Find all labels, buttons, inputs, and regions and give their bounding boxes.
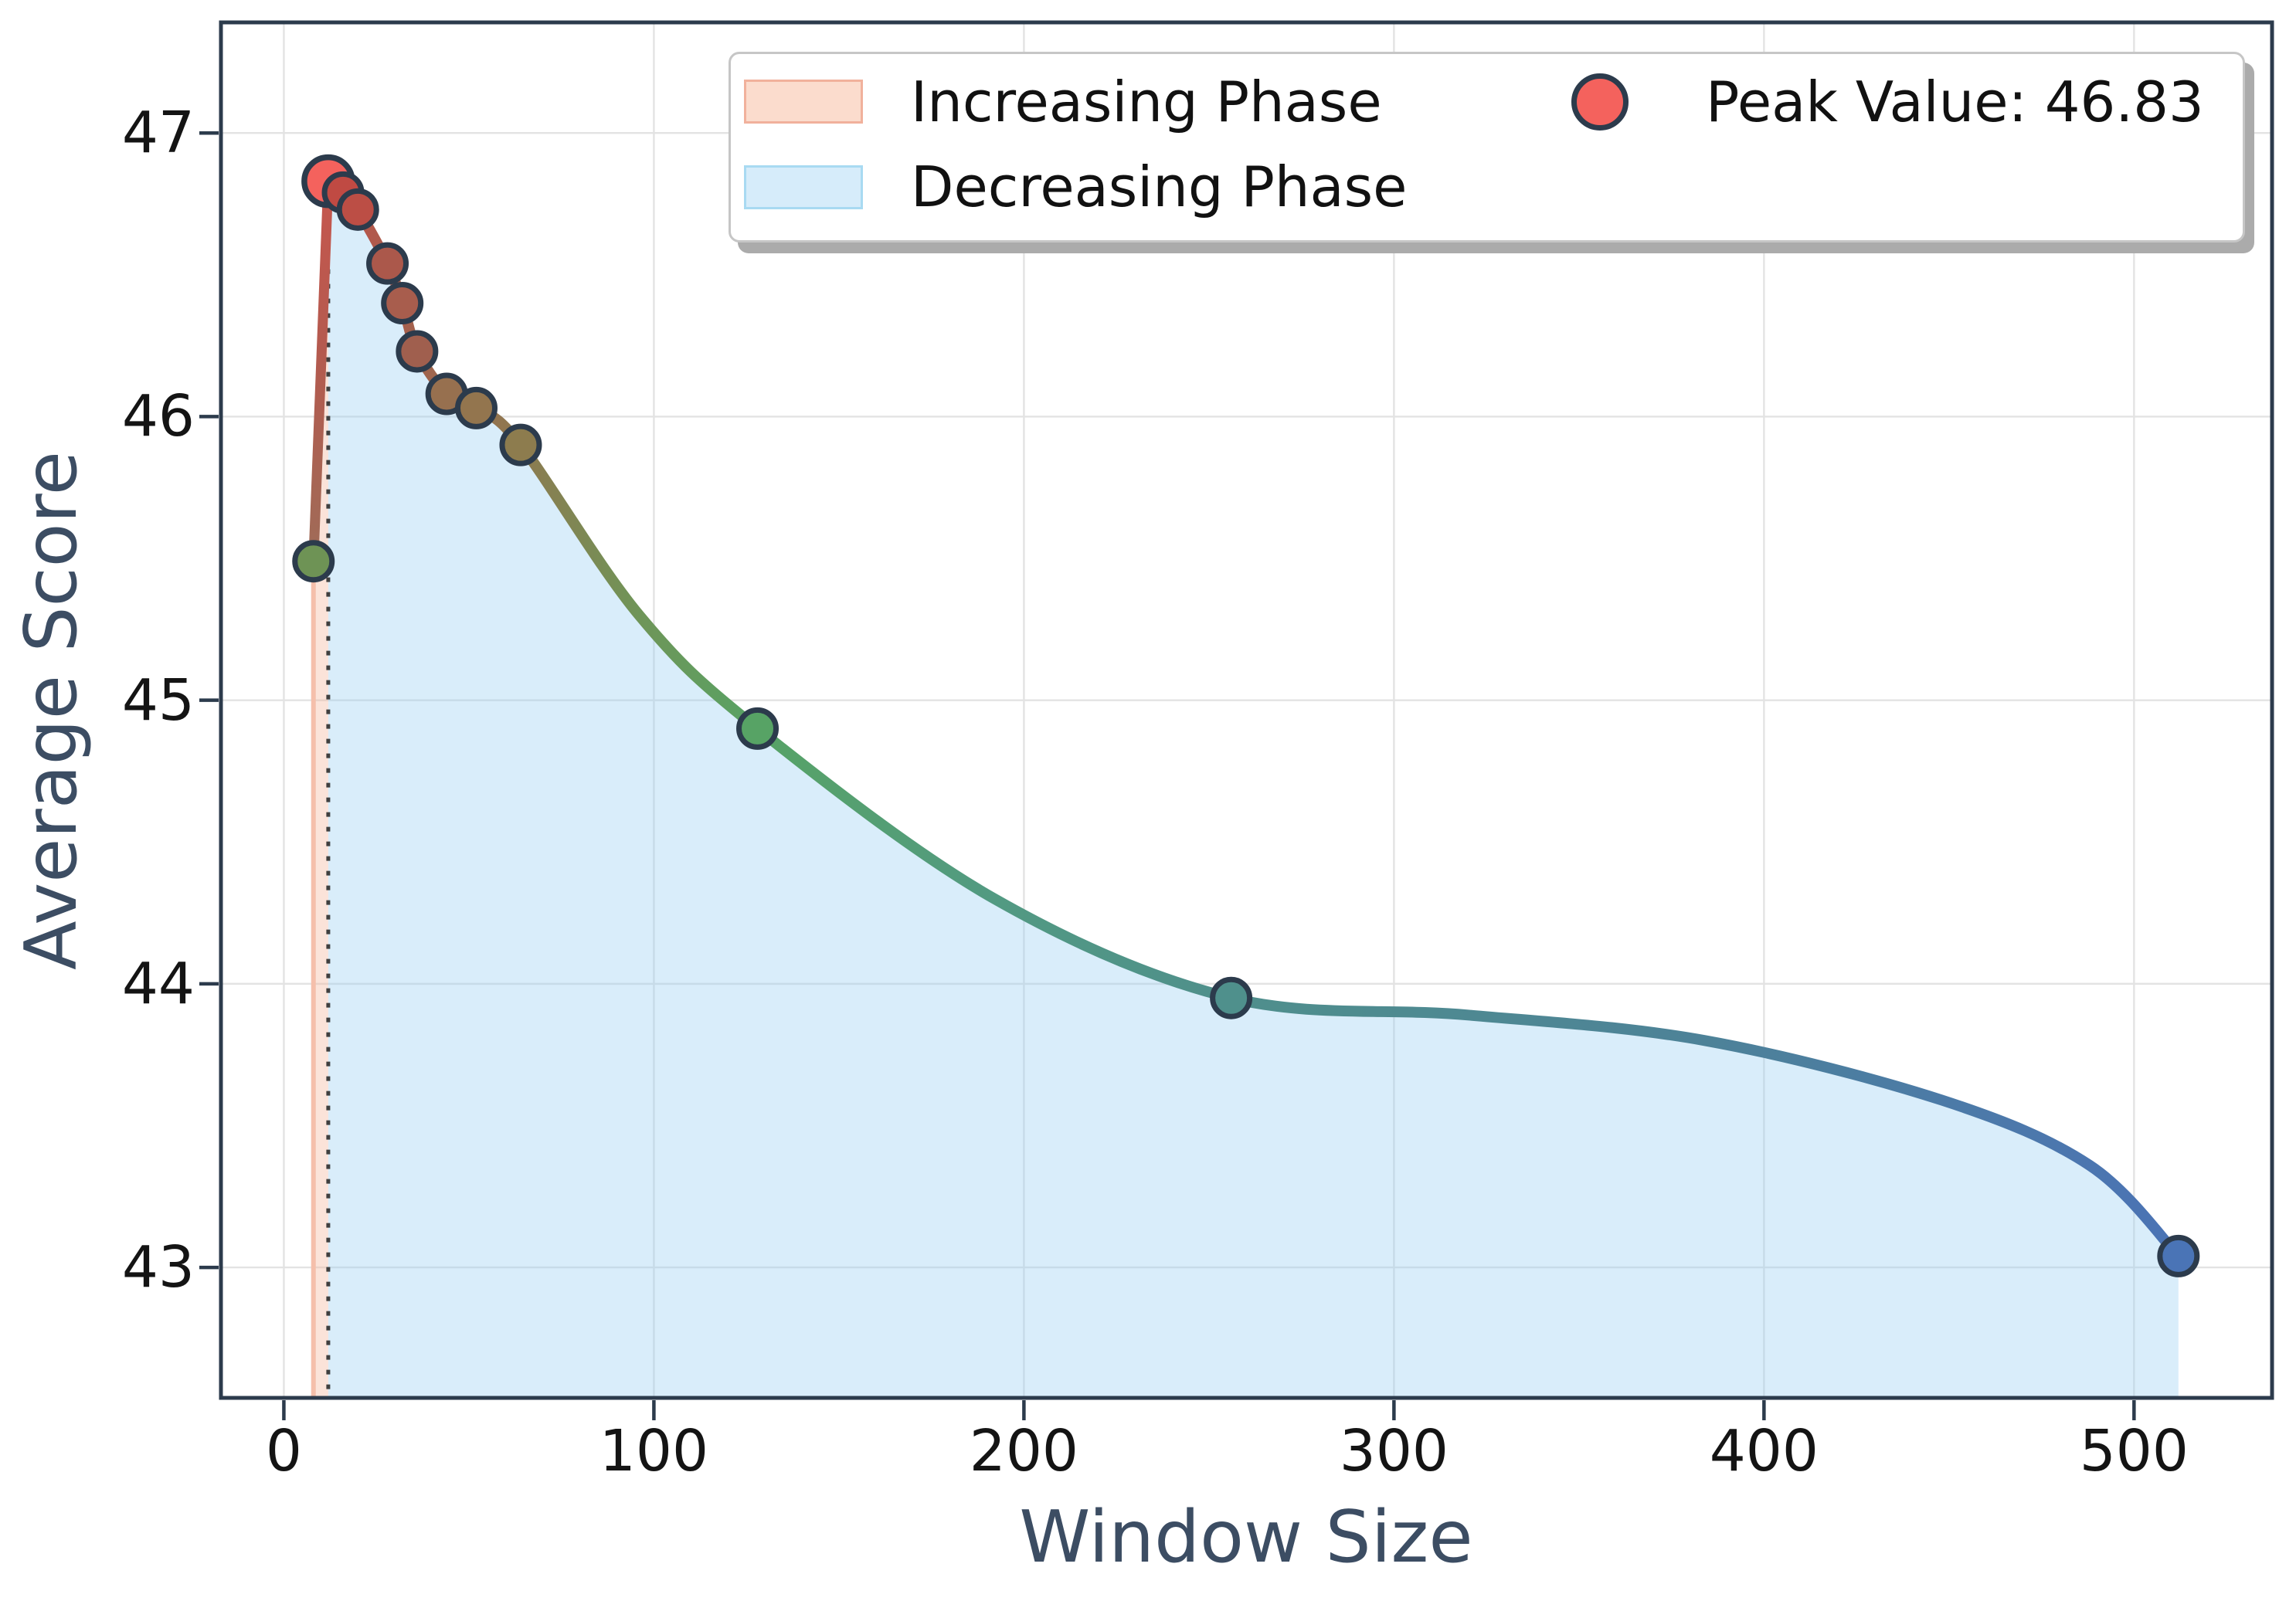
x-axis-label: Window Size — [1019, 1495, 1473, 1579]
y-tick-label: 46 — [121, 383, 195, 450]
y-tick-label: 44 — [121, 950, 195, 1017]
y-tick-label: 45 — [121, 667, 195, 734]
legend-peak-marker-icon — [1571, 73, 1629, 131]
legend-swatch-increasing-phase — [744, 80, 863, 124]
data-point — [2157, 1234, 2200, 1277]
legend-swatch-decreasing-phase — [744, 165, 863, 209]
decreasing-phase-fill — [328, 181, 2179, 1399]
legend-label-decreasing-phase: Decreasing Phase — [911, 154, 1408, 219]
x-tick-label: 400 — [1709, 1418, 1819, 1484]
axes-spines — [219, 20, 2274, 1400]
data-point — [336, 188, 379, 231]
data-point — [292, 540, 335, 583]
x-tick-label: 0 — [265, 1418, 302, 1484]
data-point — [499, 423, 542, 466]
x-tick-label: 100 — [599, 1418, 709, 1484]
legend: Increasing Phase Decreasing Phase Peak V… — [729, 52, 2245, 243]
y-axis-label: Average Score — [9, 451, 93, 970]
data-point — [366, 242, 409, 285]
data-point — [454, 386, 498, 429]
y-tick-label: 47 — [121, 100, 195, 167]
legend-label-increasing-phase: Increasing Phase — [911, 70, 1382, 134]
data-point — [736, 707, 779, 750]
data-point — [1210, 976, 1253, 1019]
data-point — [396, 330, 439, 373]
increasing-curve — [308, 181, 334, 561]
plot-area — [199, 20, 2274, 1420]
x-tick-label: 500 — [2079, 1418, 2189, 1484]
legend-label-peak-value: Peak Value: 46.83 — [1706, 70, 2204, 134]
x-tick-label: 300 — [1339, 1418, 1449, 1484]
y-tick-label: 43 — [121, 1234, 195, 1301]
x-tick-label: 200 — [969, 1418, 1079, 1484]
data-point — [381, 282, 424, 325]
